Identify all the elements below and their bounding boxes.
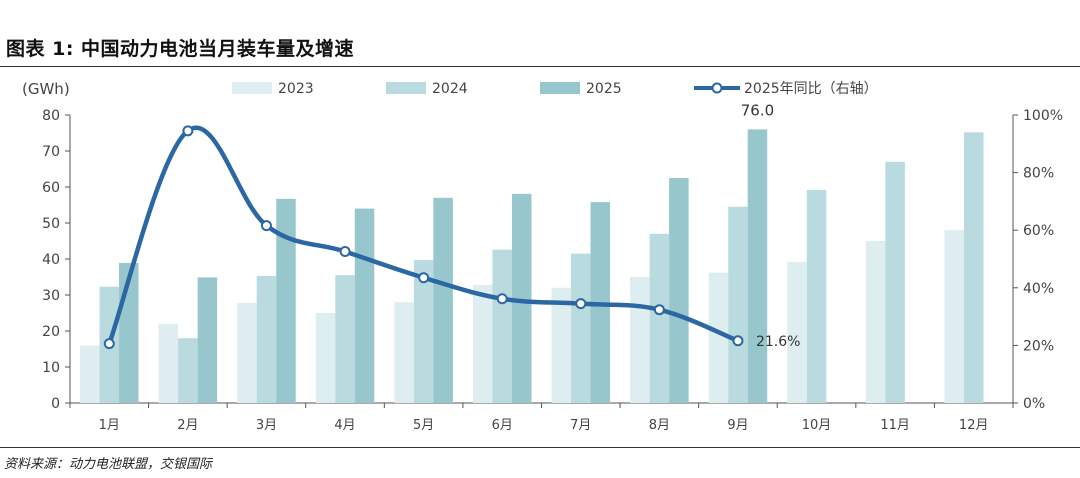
legend-label-2023: 2023 <box>278 81 314 97</box>
y-tick-label: 70 <box>42 144 60 160</box>
x-tick-label: 12月 <box>959 418 989 433</box>
bar-2025 <box>433 197 453 403</box>
legend-swatch-2023 <box>232 82 272 94</box>
bar-2025 <box>669 178 689 403</box>
y-axis-label: (GWh) <box>22 80 70 98</box>
x-tick-label: 3月 <box>256 418 277 433</box>
bar-2023 <box>472 284 493 403</box>
y-tick-label: 50 <box>42 216 60 232</box>
x-tick-label: 1月 <box>99 418 120 433</box>
x-tick-label: 10月 <box>802 418 832 433</box>
bar-2024 <box>885 161 905 403</box>
x-tick-label: 7月 <box>570 418 591 433</box>
bar-2024 <box>571 253 591 403</box>
bar-2025 <box>747 129 768 403</box>
bar-2023 <box>944 230 964 403</box>
bar-2023 <box>865 241 886 403</box>
y2-tick-label: 60% <box>1023 223 1054 239</box>
source-rule <box>0 447 1080 448</box>
legend-swatch-2025 <box>540 82 580 94</box>
bar-2023 <box>158 323 179 403</box>
x-tick-label: 5月 <box>413 418 434 433</box>
y-tick-label: 10 <box>42 360 60 376</box>
bar-2025 <box>511 193 532 403</box>
y-tick-label: 20 <box>42 324 60 340</box>
legend-label-2025: 2025 <box>586 81 622 97</box>
bar-2024 <box>256 275 277 403</box>
yoy-point <box>103 338 115 350</box>
yoy-point <box>260 220 272 232</box>
bar-2023 <box>80 345 100 403</box>
bar-2025 <box>276 198 296 403</box>
x-tick-label: 9月 <box>727 418 748 433</box>
x-tick-label: 11月 <box>880 418 910 433</box>
x-tick-label: 4月 <box>334 418 355 433</box>
yoy-point <box>732 335 744 347</box>
bar-2024 <box>963 132 984 403</box>
annotation-76: 76.0 <box>741 101 774 119</box>
y-tick-label: 80 <box>42 108 60 124</box>
legend-swatch-2024 <box>386 82 426 94</box>
chart-labels: 0 10 20 30 40 50 60 70 80 0% 20% 40% 60% 80% 100% (GWh)… <box>22 80 1063 433</box>
bar-2024 <box>806 189 827 403</box>
y2-tick-label: 0% <box>1023 396 1045 412</box>
legend-label-yoy: 2025年同比（右轴） <box>744 81 878 97</box>
bar-2023 <box>630 277 650 403</box>
annotation-21-6: 21.6% <box>756 334 800 350</box>
bar-2023 <box>708 272 729 403</box>
y2-tick-label: 20% <box>1023 338 1054 354</box>
bar-2023 <box>237 302 257 403</box>
bar-2023 <box>787 261 807 403</box>
bar-2024 <box>335 275 355 403</box>
chart-legend: 2023 2024 2025 2025年同比（右轴） <box>232 81 878 97</box>
x-tick-label: 6月 <box>492 418 513 433</box>
yoy-point <box>182 125 194 137</box>
bar-2024 <box>492 249 512 403</box>
bar-2024 <box>649 233 670 403</box>
legend-line-marker <box>711 82 723 94</box>
x-tick-label: 2月 <box>177 418 198 433</box>
figure-title: 图表 1: 中国动力电池当月装车量及增速 <box>6 38 355 60</box>
chart-bars <box>80 129 984 403</box>
yoy-point <box>575 298 587 310</box>
y2-tick-label: 40% <box>1023 281 1054 297</box>
bar-2023 <box>551 287 572 403</box>
bar-2025 <box>354 208 375 403</box>
chart-axes <box>65 114 1018 408</box>
yoy-point <box>418 272 430 284</box>
chart-line <box>103 125 744 350</box>
yoy-point <box>496 293 508 305</box>
bar-2023 <box>394 302 414 403</box>
bar-2025 <box>197 277 218 403</box>
bar-2024 <box>728 206 748 403</box>
bar-2024 <box>413 260 434 403</box>
bar-2024 <box>178 338 198 403</box>
y2-tick-label: 100% <box>1023 108 1063 124</box>
y-tick-label: 30 <box>42 288 60 304</box>
x-tick-label: 8月 <box>649 418 670 433</box>
source-note: 资料来源：动力电池联盟，交银国际 <box>4 457 213 472</box>
title-rule <box>0 66 1080 67</box>
yoy-point <box>653 304 665 316</box>
y-tick-label: 60 <box>42 180 60 196</box>
yoy-point <box>339 246 351 258</box>
legend-label-2024: 2024 <box>432 81 468 97</box>
y-tick-label: 0 <box>51 396 60 412</box>
y2-tick-label: 80% <box>1023 166 1054 182</box>
bar-2023 <box>315 313 336 403</box>
y-tick-label: 40 <box>42 252 60 268</box>
